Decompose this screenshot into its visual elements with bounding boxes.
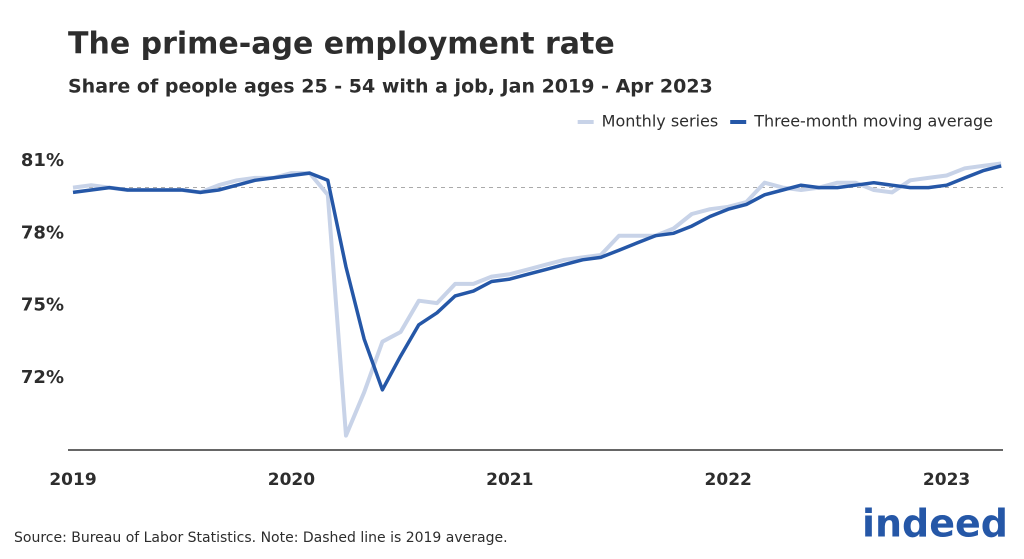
x-tick-label: 2019 [49, 470, 96, 490]
x-tick-label: 2022 [705, 470, 752, 490]
logo: indeed [862, 502, 1008, 546]
legend-label: Monthly series [602, 112, 719, 131]
legend-label: Three-month moving average [753, 112, 993, 131]
y-tick-label: 75% [21, 295, 64, 316]
source-note: Source: Bureau of Labor Statistics. Note… [14, 530, 508, 546]
x-tick-label: 2020 [268, 470, 315, 490]
y-tick-label: 81% [21, 150, 64, 171]
chart-title: The prime-age employment rate [68, 27, 615, 62]
x-tick-label: 2021 [486, 470, 533, 490]
series-line [72, 161, 1002, 438]
chart-subtitle: Share of people ages 25 - 54 with a job,… [68, 76, 713, 98]
series-line [72, 164, 1002, 392]
y-tick-label: 72% [21, 367, 64, 388]
x-tick-label: 2023 [923, 470, 970, 490]
y-tick-label: 78% [21, 222, 64, 243]
